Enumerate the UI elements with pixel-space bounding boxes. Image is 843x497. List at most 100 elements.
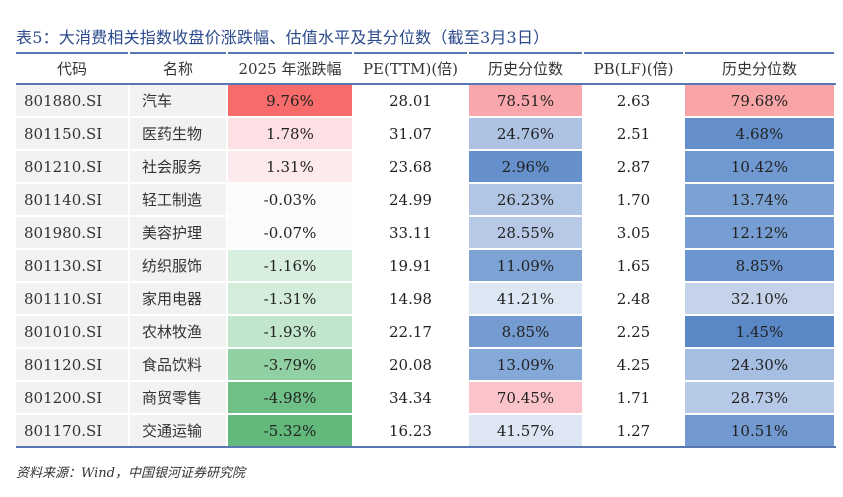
code-cell: 801200.SI xyxy=(16,381,130,415)
pe-cell: 34.34 xyxy=(353,381,469,415)
pb-cell: 2.25 xyxy=(583,315,685,349)
name-cell: 纺织服饰 xyxy=(129,249,228,283)
pb-percentile-cell: 12.12% xyxy=(684,216,836,250)
code-cell: 801150.SI xyxy=(16,117,130,151)
change-cell: -1.16% xyxy=(227,249,354,283)
table-row: 801110.SI 家用电器 -1.31% 14.98 41.21% 2.48 32.10% xyxy=(16,282,836,316)
pb-percentile-cell: 10.51% xyxy=(684,414,836,448)
pe-percentile-cell: 24.76% xyxy=(468,117,584,151)
pe-cell: 16.23 xyxy=(353,414,469,448)
table-row: 801010.SI 农林牧渔 -1.93% 22.17 8.85% 2.25 1.45% xyxy=(16,315,836,349)
name-cell: 食品饮料 xyxy=(129,348,228,382)
change-cell: -3.79% xyxy=(227,348,354,382)
name-cell: 农林牧渔 xyxy=(129,315,228,349)
pb-cell: 2.48 xyxy=(583,282,685,316)
table-row: 801980.SI 美容护理 -0.07% 33.11 28.55% 3.05 12.12% xyxy=(16,216,836,250)
table-title: 表5：大消费相关指数收盘价涨跌幅、估值水平及其分位数（截至3月3日） xyxy=(16,28,550,47)
table-row: 801120.SI 食品饮料 -3.79% 20.08 13.09% 4.25 24.30% xyxy=(16,348,836,382)
pb-percentile-cell: 28.73% xyxy=(684,381,836,415)
code-cell: 801140.SI xyxy=(16,183,130,217)
pe-percentile-cell: 26.23% xyxy=(468,183,584,217)
change-cell: 1.31% xyxy=(227,150,354,184)
pb-cell: 1.27 xyxy=(583,414,685,448)
pe-cell: 19.91 xyxy=(353,249,469,283)
pe-percentile-cell: 11.09% xyxy=(468,249,584,283)
table-row: 801880.SI 汽车 9.76% 28.01 78.51% 2.63 79.68% xyxy=(16,84,836,118)
name-cell: 交通运输 xyxy=(129,414,228,448)
pb-percentile-cell: 32.10% xyxy=(684,282,836,316)
pb-cell: 2.87 xyxy=(583,150,685,184)
pe-cell: 31.07 xyxy=(353,117,469,151)
pb-percentile-cell: 1.45% xyxy=(684,315,836,349)
pb-cell: 2.63 xyxy=(583,84,685,118)
pe-cell: 24.99 xyxy=(353,183,469,217)
table-row: 801130.SI 纺织服饰 -1.16% 19.91 11.09% 1.65 8.85% xyxy=(16,249,836,283)
code-cell: 801110.SI xyxy=(16,282,130,316)
pb-percentile-cell: 13.74% xyxy=(684,183,836,217)
table-row: 801140.SI 轻工制造 -0.03% 24.99 26.23% 1.70 13.74% xyxy=(16,183,836,217)
pb-percentile-cell: 4.68% xyxy=(684,117,836,151)
table-row: 801200.SI 商贸零售 -4.98% 34.34 70.45% 1.71 28.73% xyxy=(16,381,836,415)
pe-percentile-cell: 2.96% xyxy=(468,150,584,184)
pe-percentile-cell: 28.55% xyxy=(468,216,584,250)
pe-cell: 28.01 xyxy=(353,84,469,118)
pe-cell: 23.68 xyxy=(353,150,469,184)
pe-percentile-cell: 8.85% xyxy=(468,315,584,349)
code-cell: 801210.SI xyxy=(16,150,130,184)
name-cell: 社会服务 xyxy=(129,150,228,184)
header-pe: PE(TTM)(倍) xyxy=(353,52,469,85)
header-row: 代码 名称 2025 年涨跌幅 PE(TTM)(倍) 历史分位数 PB(LF)(… xyxy=(16,52,836,85)
code-cell: 801170.SI xyxy=(16,414,130,448)
name-cell: 商贸零售 xyxy=(129,381,228,415)
pb-cell: 4.25 xyxy=(583,348,685,382)
header-change: 2025 年涨跌幅 xyxy=(227,52,354,85)
change-cell: -4.98% xyxy=(227,381,354,415)
header-name: 名称 xyxy=(129,52,228,85)
name-cell: 轻工制造 xyxy=(129,183,228,217)
pb-percentile-cell: 10.42% xyxy=(684,150,836,184)
pe-cell: 14.98 xyxy=(353,282,469,316)
pe-percentile-cell: 41.57% xyxy=(468,414,584,448)
pe-percentile-cell: 70.45% xyxy=(468,381,584,415)
pe-cell: 22.17 xyxy=(353,315,469,349)
change-cell: 9.76% xyxy=(227,84,354,118)
pb-cell: 3.05 xyxy=(583,216,685,250)
code-cell: 801880.SI xyxy=(16,84,130,118)
pb-cell: 1.70 xyxy=(583,183,685,217)
pb-percentile-cell: 79.68% xyxy=(684,84,836,118)
header-pb-percentile: 历史分位数 xyxy=(684,52,836,85)
name-cell: 美容护理 xyxy=(129,216,228,250)
header-pb: PB(LF)(倍) xyxy=(583,52,685,85)
code-cell: 801980.SI xyxy=(16,216,130,250)
code-cell: 801130.SI xyxy=(16,249,130,283)
code-cell: 801010.SI xyxy=(16,315,130,349)
pe-cell: 20.08 xyxy=(353,348,469,382)
code-cell: 801120.SI xyxy=(16,348,130,382)
name-cell: 家用电器 xyxy=(129,282,228,316)
change-cell: -5.32% xyxy=(227,414,354,448)
change-cell: -0.07% xyxy=(227,216,354,250)
pb-cell: 1.65 xyxy=(583,249,685,283)
change-cell: -1.93% xyxy=(227,315,354,349)
table-body: 801880.SI 汽车 9.76% 28.01 78.51% 2.63 79.68% 801… xyxy=(16,84,836,448)
header-code: 代码 xyxy=(16,52,130,85)
name-cell: 汽车 xyxy=(129,84,228,118)
pb-percentile-cell: 24.30% xyxy=(684,348,836,382)
pe-percentile-cell: 78.51% xyxy=(468,84,584,118)
header-pe-percentile: 历史分位数 xyxy=(468,52,584,85)
pe-percentile-cell: 41.21% xyxy=(468,282,584,316)
table-row: 801150.SI 医药生物 1.78% 31.07 24.76% 2.51 4.68% xyxy=(16,117,836,151)
change-cell: -0.03% xyxy=(227,183,354,217)
table-row: 801210.SI 社会服务 1.31% 23.68 2.96% 2.87 10.42% xyxy=(16,150,836,184)
change-cell: -1.31% xyxy=(227,282,354,316)
pb-cell: 1.71 xyxy=(583,381,685,415)
valuation-table: 代码 名称 2025 年涨跌幅 PE(TTM)(倍) 历史分位数 PB(LF)(… xyxy=(16,52,836,448)
source-note: 资料来源：Wind，中国银河证券研究院 xyxy=(16,466,245,481)
change-cell: 1.78% xyxy=(227,117,354,151)
pe-percentile-cell: 13.09% xyxy=(468,348,584,382)
pb-cell: 2.51 xyxy=(583,117,685,151)
name-cell: 医药生物 xyxy=(129,117,228,151)
table-row: 801170.SI 交通运输 -5.32% 16.23 41.57% 1.27 10.51% xyxy=(16,414,836,448)
pb-percentile-cell: 8.85% xyxy=(684,249,836,283)
pe-cell: 33.11 xyxy=(353,216,469,250)
